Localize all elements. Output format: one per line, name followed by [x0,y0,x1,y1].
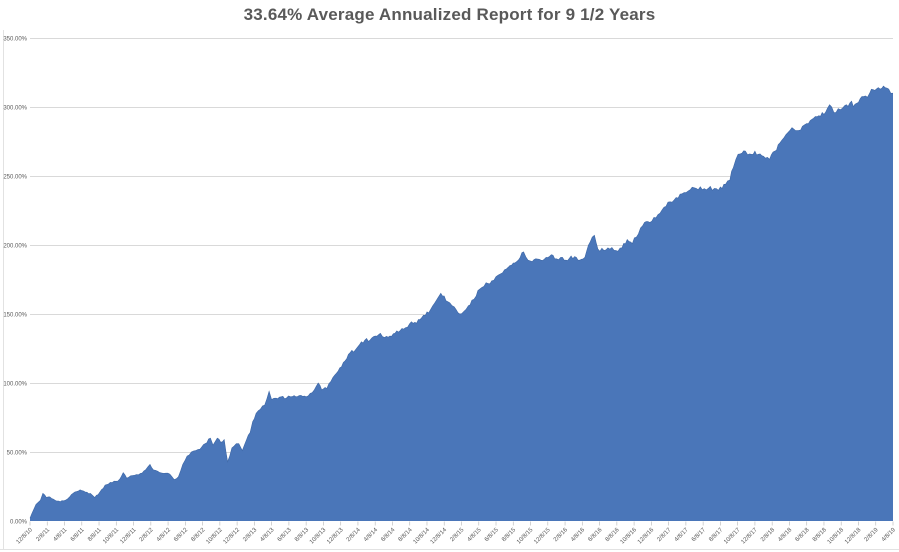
x-axis-label: 6/8/14 [380,527,397,544]
x-axis-label: 8/8/12 [190,527,207,544]
x-axis-label: 2/8/12 [139,527,156,544]
x-axis-label: 4/8/19 [881,527,898,544]
y-axis-label: 250.00% [3,175,27,181]
x-axis-label: 12/8/16 [637,527,656,546]
x-axis-label: 10/8/14 [413,527,432,546]
x-axis-label: 12/8/13 [326,527,345,546]
x-axis-label: 8/8/13 [294,527,311,544]
cumulative-return-area [30,86,893,521]
x-axis-label: 4/8/17 [674,527,691,544]
x-axis-label: 2/8/16 [553,527,570,544]
x-axis-label: 10/8/17 [723,527,742,546]
x-axis-label: 4/8/16 [570,527,587,544]
x-axis-label: 8/8/14 [398,527,415,544]
x-axis-label: 2/8/19 [864,527,881,544]
x-axis-label: 2/8/17 [656,527,673,544]
cumulative-return-line [29,85,894,519]
x-axis-label: 8/8/16 [605,527,622,544]
x-axis-label: 6/8/17 [691,527,708,544]
y-axis-label: 150.00% [3,313,27,319]
x-axis-label: 2/8/15 [449,527,466,544]
chart-title: 33.64% Average Annualized Report for 9 1… [243,5,656,24]
x-axis-label: 4/8/15 [467,527,484,544]
x-axis-label: 2/8/11 [35,527,51,543]
x-axis-label: 12/8/17 [740,527,759,546]
x-axis-label: 4/8/11 [53,527,69,543]
x-axis-label: 6/8/18 [795,527,812,544]
x-axis-label: 12/8/14 [430,527,449,546]
x-axis-label: 12/8/15 [533,527,552,546]
x-axis-label: 12/8/12 [223,527,242,546]
x-axis-label: 10/8/15 [516,527,535,546]
x-axis-label: 10/8/16 [620,527,639,546]
x-axis-label: 4/8/12 [156,527,173,544]
x-axis-label: 12/8/10 [16,527,35,546]
x-axis-label: 8/8/18 [812,527,829,544]
x-axis-label: 4/8/14 [363,527,380,544]
y-axis-label: 0.00% [10,520,28,526]
x-axis-label: 10/8/13 [309,527,328,546]
y-axis-label: 200.00% [3,244,27,250]
x-axis-label: 6/8/15 [484,527,501,544]
x-axis-label: 12/8/18 [844,527,863,546]
x-axis-label: 2/8/13 [242,527,259,544]
x-axis-label: 6/8/13 [277,527,294,544]
x-axis-label: 2/8/14 [346,527,363,544]
y-axis-label: 350.00% [3,37,27,43]
x-axis-label: 10/8/11 [102,527,121,546]
x-axis-label: 6/8/11 [70,527,86,543]
x-axis-label: 2/8/18 [760,527,777,544]
x-axis-label: 8/8/11 [87,527,103,543]
x-axis-label: 4/8/13 [259,527,276,544]
x-axis-label: 12/8/11 [119,527,138,546]
x-axis-label: 4/8/18 [777,527,794,544]
x-axis-label: 6/8/12 [173,527,190,544]
y-axis-label: 50.00% [7,451,28,457]
x-axis-label: 6/8/16 [587,527,604,544]
y-axis-label: 300.00% [3,106,27,112]
x-axis-label: 10/8/12 [205,527,224,546]
x-axis-label: 8/8/17 [708,527,725,544]
x-axis-label: 10/8/18 [827,527,846,546]
y-axis-label: 100.00% [3,382,27,388]
x-axis-label: 8/8/15 [501,527,518,544]
